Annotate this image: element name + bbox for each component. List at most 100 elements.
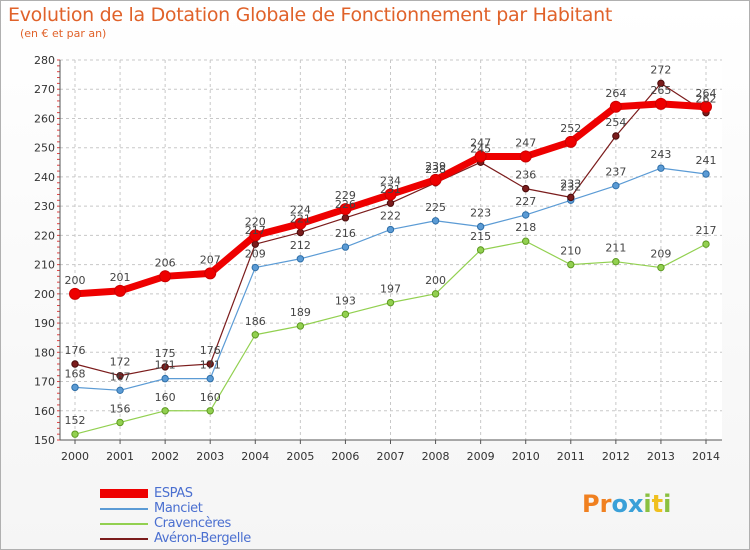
data-label-averon-bergelle: 176 bbox=[65, 344, 86, 357]
data-label-cravenceres: 160 bbox=[155, 391, 176, 404]
data-label-manciet: 241 bbox=[696, 154, 717, 167]
data-point-cravenceres bbox=[522, 237, 530, 245]
data-point-cravenceres bbox=[161, 407, 169, 415]
chart-title: Evolution de la Dotation Globale de Fonc… bbox=[8, 4, 613, 26]
data-point-manciet bbox=[251, 263, 259, 272]
data-label-manciet: 212 bbox=[290, 239, 311, 252]
data-label-manciet: 171 bbox=[200, 359, 221, 372]
data-point-cravenceres bbox=[657, 263, 665, 272]
data-label-espas: 234 bbox=[380, 174, 401, 187]
x-tick-label: 2004 bbox=[241, 450, 269, 463]
y-tick-label: 250 bbox=[34, 142, 55, 155]
data-label-averon-bergelle: 176 bbox=[200, 344, 221, 357]
data-point-manciet bbox=[116, 386, 124, 395]
data-label-manciet: 167 bbox=[110, 370, 131, 383]
data-point-espas bbox=[384, 188, 397, 201]
data-label-averon-bergelle: 272 bbox=[650, 63, 671, 76]
data-label-espas: 239 bbox=[425, 160, 446, 173]
data-point-manciet bbox=[71, 383, 79, 392]
x-tick-label: 2013 bbox=[647, 450, 675, 463]
y-tick-label: 280 bbox=[34, 54, 55, 67]
data-point-cravenceres bbox=[116, 418, 124, 427]
data-label-espas: 220 bbox=[245, 215, 266, 228]
logo-letter: i bbox=[663, 490, 672, 518]
data-label-manciet: 171 bbox=[155, 359, 176, 372]
data-point-averon-bergelle bbox=[116, 371, 124, 380]
data-point-averon-bergelle bbox=[522, 184, 530, 193]
x-tick-label: 2005 bbox=[286, 450, 314, 463]
legend-label-espas: ESPAS bbox=[154, 486, 193, 501]
data-point-cravenceres bbox=[296, 322, 305, 330]
data-point-averon-bergelle bbox=[161, 363, 169, 371]
legend-label-averon-bergelle: Avéron-Bergelle bbox=[154, 531, 251, 546]
legend-item-manciet: Manciet bbox=[100, 501, 251, 516]
data-label-cravenceres: 193 bbox=[335, 294, 356, 307]
data-label-espas: 224 bbox=[290, 204, 311, 217]
x-tick-label: 2010 bbox=[512, 450, 540, 463]
data-point-averon-bergelle bbox=[296, 228, 305, 237]
data-point-espas bbox=[114, 284, 127, 297]
data-point-cravenceres bbox=[206, 407, 214, 415]
data-label-espas: 264 bbox=[605, 87, 626, 100]
x-tick-label: 2002 bbox=[151, 450, 179, 463]
data-point-averon-bergelle bbox=[341, 214, 350, 222]
data-point-espas bbox=[249, 229, 262, 242]
data-point-averon-bergelle bbox=[657, 79, 665, 88]
data-point-cravenceres bbox=[567, 260, 575, 269]
data-point-manciet bbox=[296, 255, 305, 263]
data-label-manciet: 223 bbox=[470, 207, 491, 220]
logo-letter: x bbox=[627, 490, 644, 518]
legend-item-espas: ESPAS bbox=[100, 486, 251, 501]
x-tick-label: 2000 bbox=[61, 450, 89, 463]
data-point-manciet bbox=[612, 181, 620, 190]
data-label-manciet: 216 bbox=[335, 227, 356, 240]
data-label-averon-bergelle: 172 bbox=[110, 356, 131, 369]
y-tick-label: 210 bbox=[34, 259, 55, 272]
proxiti-logo: Proxiti bbox=[582, 490, 671, 518]
data-point-manciet bbox=[657, 164, 665, 172]
x-tick-label: 2012 bbox=[602, 450, 630, 463]
data-label-espas: 265 bbox=[650, 84, 671, 97]
data-label-averon-bergelle: 245 bbox=[470, 142, 491, 155]
data-point-espas bbox=[519, 150, 532, 163]
data-label-manciet: 227 bbox=[515, 195, 536, 208]
x-tick-label: 2008 bbox=[422, 450, 450, 463]
data-label-averon-bergelle: 233 bbox=[560, 177, 581, 190]
data-point-espas bbox=[700, 100, 712, 113]
data-point-cravenceres bbox=[431, 290, 440, 298]
logo-letter: t bbox=[651, 490, 664, 518]
data-label-averon-bergelle: 254 bbox=[605, 116, 626, 129]
data-point-manciet bbox=[161, 374, 169, 383]
data-label-espas: 201 bbox=[110, 271, 131, 284]
data-point-averon-bergelle bbox=[71, 360, 79, 368]
data-point-averon-bergelle bbox=[251, 240, 259, 248]
data-point-manciet bbox=[702, 170, 710, 178]
data-label-averon-bergelle: 226 bbox=[335, 198, 356, 211]
data-label-cravenceres: 210 bbox=[560, 245, 581, 258]
data-label-cravenceres: 186 bbox=[245, 315, 266, 328]
legend-swatch-espas bbox=[100, 489, 148, 498]
data-point-espas bbox=[204, 267, 217, 280]
data-point-averon-bergelle bbox=[386, 199, 395, 207]
data-label-cravenceres: 152 bbox=[65, 414, 86, 427]
x-tick-label: 2014 bbox=[692, 450, 720, 463]
legend-swatch-manciet bbox=[100, 507, 148, 510]
data-label-manciet: 225 bbox=[425, 201, 446, 214]
x-tick-label: 2011 bbox=[557, 450, 585, 463]
data-label-averon-bergelle: 231 bbox=[380, 183, 401, 196]
data-label-cravenceres: 211 bbox=[605, 242, 626, 255]
data-label-espas: 200 bbox=[65, 274, 86, 287]
data-label-manciet: 232 bbox=[560, 180, 581, 193]
logo-letter: P bbox=[582, 490, 600, 518]
y-tick-label: 240 bbox=[34, 171, 55, 184]
legend-swatch-averon-bergelle bbox=[100, 537, 148, 540]
data-point-espas bbox=[294, 217, 307, 230]
data-point-cravenceres bbox=[251, 331, 259, 339]
data-point-manciet bbox=[476, 222, 485, 231]
logo-letter: i bbox=[643, 490, 652, 518]
data-point-manciet bbox=[522, 211, 530, 219]
y-tick-label: 270 bbox=[34, 83, 55, 96]
data-point-manciet bbox=[341, 243, 350, 251]
legend-label-cravenceres: Cravencères bbox=[154, 516, 231, 531]
data-label-manciet: 222 bbox=[380, 210, 401, 223]
